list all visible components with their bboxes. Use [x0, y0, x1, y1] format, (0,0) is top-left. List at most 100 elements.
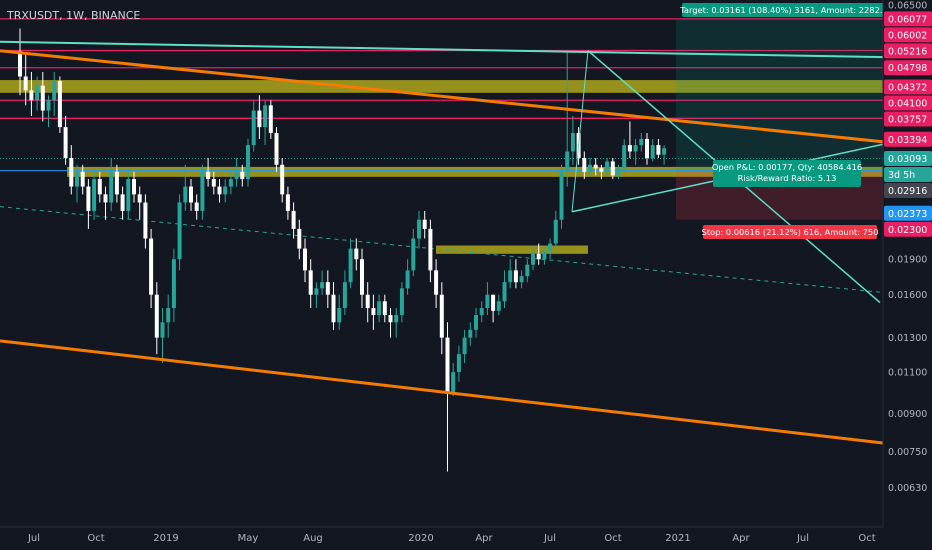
candle-body — [92, 179, 97, 211]
candle-body — [479, 308, 484, 316]
price-badge — [884, 205, 932, 221]
candle-body — [496, 301, 501, 311]
candle-body — [456, 354, 461, 373]
candle-body — [303, 248, 307, 271]
candle-body — [656, 145, 661, 155]
candle-body — [639, 138, 644, 146]
candle-body — [251, 110, 256, 146]
candle-body — [588, 164, 592, 172]
time-tick-label: Oct — [858, 533, 875, 544]
time-tick-label: Oct — [604, 533, 621, 544]
candle-body — [23, 76, 28, 91]
price-badge — [884, 11, 932, 27]
candle-body — [320, 282, 325, 289]
target-label-box — [682, 3, 886, 17]
price-badge-label: 0.06002 — [888, 30, 927, 41]
lower-descending-trendline — [0, 339, 886, 445]
price-badge-label: 0.06077 — [888, 14, 927, 25]
candle-body — [508, 270, 513, 283]
candle-body — [325, 282, 330, 295]
candle-body — [234, 171, 239, 180]
price-badge — [884, 27, 932, 43]
price-tick-label: 0.01300 — [888, 333, 927, 344]
candle-body — [18, 51, 22, 77]
price-axis[interactable]: 0.06500 0.01900 0.01600 0.01300 0.01100 0.009… — [882, 0, 932, 550]
candle-body — [519, 276, 524, 283]
price-tick-label: 0.01600 — [888, 290, 927, 301]
price-badge-label: 0.02916 — [888, 186, 927, 197]
candle-body — [411, 238, 416, 271]
candle-body — [274, 132, 279, 165]
candle-body — [645, 138, 649, 159]
candle-body — [285, 194, 290, 211]
target-zone — [676, 18, 883, 171]
time-axis[interactable]: Jul Oct 2019 May Aug 2020 Apr Jul Oct 2021 Apr Jul O… — [0, 526, 932, 550]
time-tick-label: May — [238, 533, 259, 544]
candle-body — [206, 171, 211, 180]
candle-body — [149, 238, 154, 295]
candle-body — [228, 179, 233, 187]
candle-body — [451, 372, 456, 392]
candle-body — [536, 253, 541, 260]
candle-body — [35, 85, 40, 101]
candle-body — [126, 179, 131, 211]
price-badge — [884, 111, 932, 127]
support-resistance-zone — [0, 80, 883, 93]
price-badge — [884, 95, 932, 111]
stop-label-box — [703, 225, 877, 239]
candle-body — [103, 194, 108, 203]
price-tick-label: 0.01900 — [888, 255, 927, 266]
candle-body — [399, 288, 404, 316]
candle-body — [97, 179, 102, 195]
upper-descending-trendline — [0, 49, 886, 144]
support-resistance-zone — [436, 245, 588, 254]
price-badge-label: 0.04372 — [888, 82, 927, 93]
candle-body — [268, 105, 273, 133]
candle-body — [513, 270, 518, 283]
candle-body — [394, 315, 399, 323]
open-pnl-label-box — [713, 160, 861, 187]
candle-body — [559, 171, 564, 220]
price-badge — [884, 166, 932, 182]
candle-body — [308, 270, 313, 295]
candle-body — [291, 210, 296, 229]
candle-body — [171, 259, 176, 309]
candle-body — [502, 282, 507, 302]
candle-body — [485, 294, 490, 309]
price-tick-label: 0.00900 — [888, 409, 927, 420]
candle-body — [377, 301, 382, 316]
candle-body — [468, 329, 473, 338]
candle-body — [365, 294, 370, 309]
candle-body — [120, 194, 125, 211]
candle-body — [360, 259, 364, 295]
candle-body — [57, 80, 62, 128]
symbol-title: TRXUSDT, 1W, BINANCE — [6, 9, 140, 22]
candle-body — [257, 110, 262, 128]
candle-body — [240, 171, 245, 180]
candle-body — [189, 186, 193, 203]
time-tick-label: 2020 — [408, 533, 433, 544]
candle-body — [462, 337, 467, 355]
candle-body — [75, 171, 79, 187]
time-tick-label: 2019 — [153, 533, 178, 544]
candle-body — [428, 228, 433, 271]
candle-body — [109, 171, 114, 203]
price-badge — [884, 60, 932, 76]
candle-body — [143, 202, 148, 239]
candle-body — [650, 145, 655, 159]
candle-body — [342, 282, 347, 309]
candle-body — [52, 80, 57, 101]
candle-body — [662, 148, 667, 155]
price-badge — [884, 182, 932, 198]
upper-channel-line — [0, 40, 886, 59]
candle-body — [114, 171, 119, 195]
target-label: Target: 0.03161 (108.40%) 3161, Amount: … — [679, 5, 888, 15]
price-badge-label: 0.04798 — [888, 63, 927, 74]
candle-body — [599, 168, 604, 172]
candle-body — [633, 145, 638, 152]
candle-body — [548, 243, 553, 251]
time-tick-label: Apr — [475, 533, 493, 544]
price-badge — [884, 79, 932, 95]
candle-body — [166, 308, 171, 323]
